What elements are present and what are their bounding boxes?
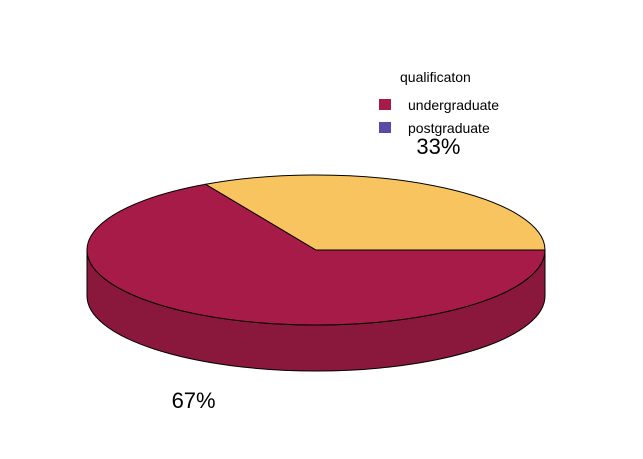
legend-swatch-postgraduate	[379, 122, 391, 133]
pie-slice-postgraduate	[204, 174, 546, 251]
legend-title: qualificaton	[400, 69, 471, 85]
pie-tops	[86, 174, 546, 326]
pie-slice-undergraduate	[86, 183, 546, 326]
legend-entry-undergraduate: undergraduate	[379, 97, 499, 113]
legend-entry-postgraduate: postgraduate	[379, 120, 490, 136]
legend-label-postgraduate: postgraduate	[408, 120, 490, 136]
pie-labels: 67% 33%	[172, 134, 461, 413]
legend-swatch-undergraduate	[379, 99, 391, 110]
legend-label-undergraduate: undergraduate	[408, 97, 499, 113]
pct-label-undergraduate: 67%	[172, 388, 216, 413]
legend: qualificaton undergraduate postgraduate	[379, 69, 499, 136]
pct-label-postgraduate: 33%	[416, 134, 460, 159]
